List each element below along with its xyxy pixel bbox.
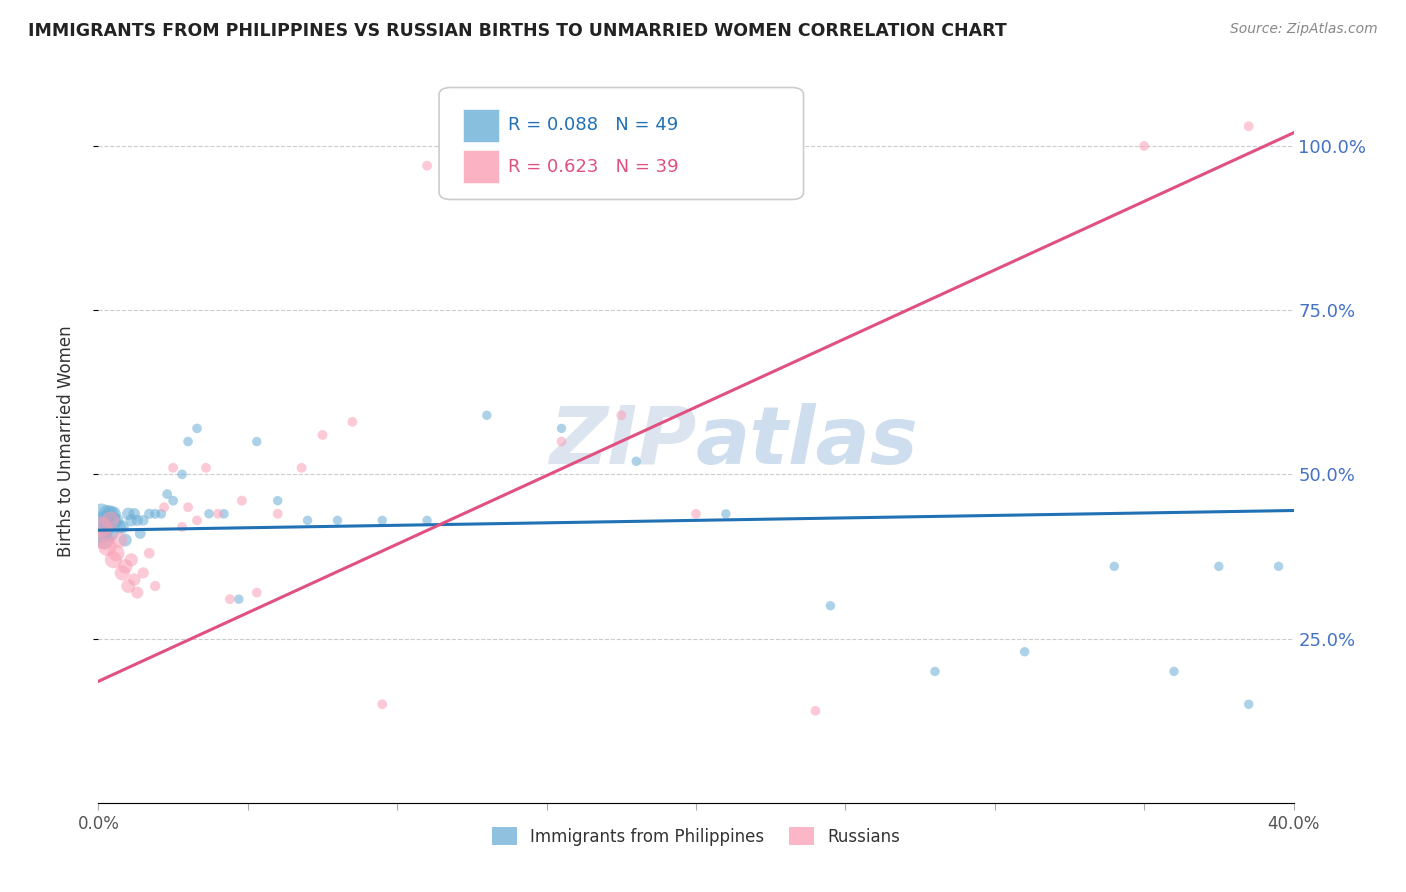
Point [291,460,314,475]
Point [156,487,179,501]
Point [186,421,208,435]
Text: Source: ZipAtlas.com: Source: ZipAtlas.com [1230,22,1378,37]
Point [342,415,364,429]
Point [120,553,142,567]
Point [297,513,319,527]
Point [924,665,946,679]
Point [172,520,194,534]
Point [1267,559,1289,574]
Point [416,513,439,527]
Point [1208,559,1230,574]
Point [153,500,176,515]
FancyBboxPatch shape [439,87,804,200]
Point [90,507,112,521]
Point [371,513,394,527]
Point [198,507,221,521]
Text: ZIP: ZIP [548,402,696,481]
Point [103,513,125,527]
Point [93,533,115,547]
Point [416,159,439,173]
Point [475,409,498,423]
Point [610,409,633,423]
Point [219,592,242,607]
Text: R = 0.623   N = 39: R = 0.623 N = 39 [509,158,679,176]
Point [90,520,112,534]
Point [550,434,572,449]
Point [207,507,229,521]
Point [143,579,166,593]
Point [108,520,131,534]
Point [114,533,136,547]
Point [96,520,118,534]
Point [311,428,333,442]
Point [195,460,218,475]
Point [124,573,146,587]
Point [228,592,250,607]
Point [1163,665,1185,679]
Point [98,507,122,521]
Y-axis label: Births to Unmarried Women: Births to Unmarried Women [56,326,75,558]
Point [117,579,139,593]
Point [108,533,131,547]
Legend: Immigrants from Philippines, Russians: Immigrants from Philippines, Russians [485,821,907,852]
Point [177,434,200,449]
FancyBboxPatch shape [463,109,499,142]
Point [162,493,184,508]
Point [127,585,149,599]
Point [231,493,253,508]
Point [138,546,160,560]
Point [96,507,118,521]
Point [246,434,269,449]
Point [105,546,128,560]
Point [371,698,394,712]
Point [117,507,139,521]
FancyBboxPatch shape [463,151,499,183]
Point [111,520,134,534]
Text: atlas: atlas [696,402,918,481]
Point [172,467,194,482]
Point [124,507,146,521]
Point [98,526,122,541]
Point [267,493,290,508]
Point [1133,139,1156,153]
Text: IMMIGRANTS FROM PHILIPPINES VS RUSSIAN BIRTHS TO UNMARRIED WOMEN CORRELATION CHA: IMMIGRANTS FROM PHILIPPINES VS RUSSIAN B… [28,22,1007,40]
Point [96,540,118,554]
Point [162,460,184,475]
Point [685,507,707,521]
Point [127,513,149,527]
Point [93,513,115,527]
Point [177,500,200,515]
Point [129,526,152,541]
Point [1014,645,1036,659]
Point [138,507,160,521]
Point [626,454,648,468]
Point [820,599,842,613]
Point [114,559,136,574]
Point [98,513,122,527]
Point [132,566,155,580]
Point [186,513,208,527]
Point [1237,698,1260,712]
Point [93,533,115,547]
Point [212,507,235,521]
Point [103,553,125,567]
Point [1237,120,1260,134]
Point [120,513,142,527]
Point [150,507,173,521]
Point [550,421,572,435]
Point [1104,559,1126,574]
Point [90,526,112,541]
Point [714,507,737,521]
Text: R = 0.088   N = 49: R = 0.088 N = 49 [509,116,679,134]
Point [103,507,125,521]
Point [475,159,498,173]
Point [246,585,269,599]
Point [267,507,290,521]
Point [804,704,827,718]
Point [105,513,128,527]
Point [132,513,155,527]
Point [143,507,166,521]
Point [326,513,349,527]
Point [111,566,134,580]
